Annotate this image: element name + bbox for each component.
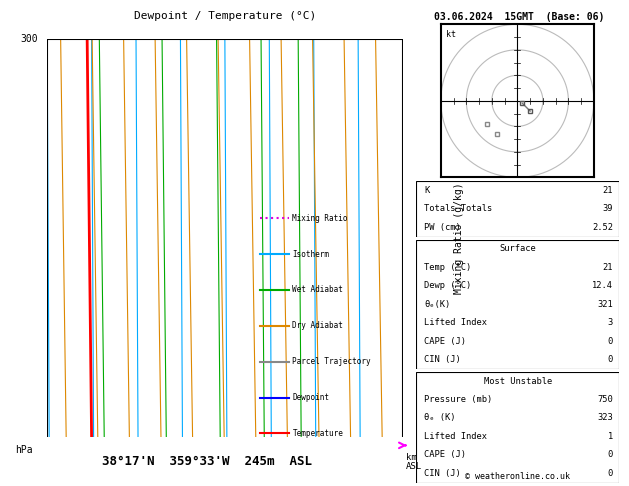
Text: Temperature: Temperature [292, 429, 343, 438]
Text: © weatheronline.co.uk: © weatheronline.co.uk [465, 472, 570, 481]
Text: 38°17'N  359°33'W  245m  ASL: 38°17'N 359°33'W 245m ASL [102, 455, 312, 469]
Text: Mixing Ratio (g/kg): Mixing Ratio (g/kg) [454, 182, 464, 294]
Text: Dewp (°C): Dewp (°C) [425, 281, 472, 290]
Text: 3: 3 [608, 318, 613, 327]
Text: Lifted Index: Lifted Index [425, 432, 487, 441]
Text: Wet Adiabat: Wet Adiabat [292, 285, 343, 295]
Text: Dewpoint / Temperature (°C): Dewpoint / Temperature (°C) [134, 11, 316, 21]
Text: Surface: Surface [499, 244, 536, 253]
Text: θₑ(K): θₑ(K) [425, 300, 451, 309]
Text: CIN (J): CIN (J) [425, 469, 461, 478]
Text: Parcel Trajectory: Parcel Trajectory [292, 357, 371, 366]
Text: 750: 750 [597, 395, 613, 404]
Text: Temp (°C): Temp (°C) [425, 263, 472, 272]
Text: Isotherm: Isotherm [292, 250, 330, 259]
Text: 321: 321 [597, 300, 613, 309]
Text: 21: 21 [603, 186, 613, 195]
Text: Pressure (mb): Pressure (mb) [425, 395, 493, 404]
Text: 03.06.2024  15GMT  (Base: 06): 03.06.2024 15GMT (Base: 06) [434, 12, 604, 22]
Text: Dry Adiabat: Dry Adiabat [292, 321, 343, 330]
Text: Lifted Index: Lifted Index [425, 318, 487, 327]
Text: Most Unstable: Most Unstable [484, 377, 552, 385]
Text: 0: 0 [608, 337, 613, 346]
Text: 0: 0 [608, 469, 613, 478]
Text: 2.52: 2.52 [592, 223, 613, 232]
Text: Totals Totals: Totals Totals [425, 205, 493, 213]
Text: CAPE (J): CAPE (J) [425, 337, 467, 346]
Text: 300: 300 [21, 34, 38, 44]
Text: θₑ (K): θₑ (K) [425, 414, 456, 422]
Text: km
ASL: km ASL [406, 453, 422, 471]
Text: 12.4: 12.4 [592, 281, 613, 290]
Text: Mixing Ratio: Mixing Ratio [292, 214, 348, 223]
Text: CAPE (J): CAPE (J) [425, 451, 467, 459]
Text: 39: 39 [603, 205, 613, 213]
Text: kt: kt [446, 30, 456, 39]
Text: K: K [425, 186, 430, 195]
Text: hPa: hPa [15, 445, 33, 455]
Text: 0: 0 [608, 355, 613, 364]
Text: Dewpoint: Dewpoint [292, 393, 330, 402]
Text: 1: 1 [608, 432, 613, 441]
Text: PW (cm): PW (cm) [425, 223, 461, 232]
Text: CIN (J): CIN (J) [425, 355, 461, 364]
Text: 323: 323 [597, 414, 613, 422]
Text: 0: 0 [608, 451, 613, 459]
Text: 21: 21 [603, 263, 613, 272]
